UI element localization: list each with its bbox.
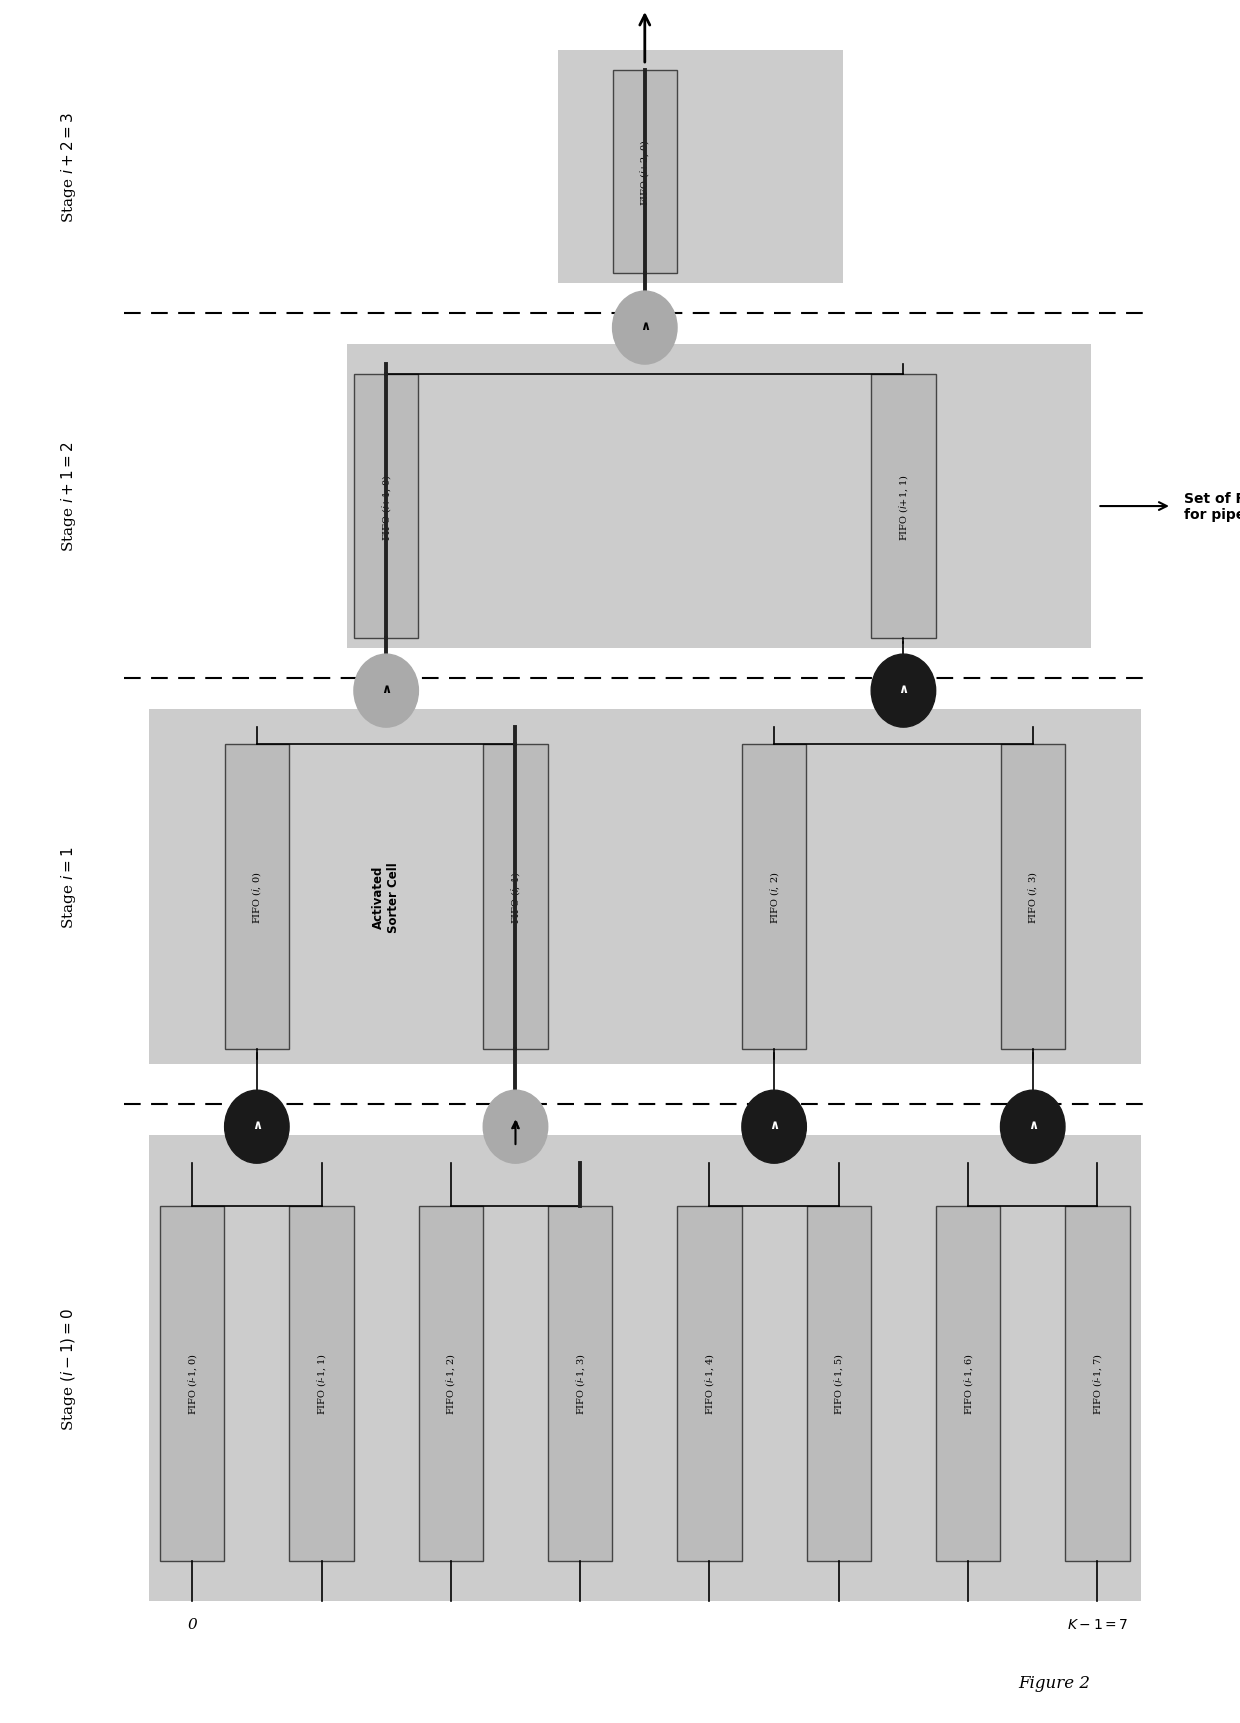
Bar: [1001, 744, 1065, 1049]
Bar: [677, 1206, 742, 1561]
Text: ∧: ∧: [381, 682, 392, 696]
Ellipse shape: [353, 655, 418, 727]
Ellipse shape: [742, 1091, 806, 1163]
Text: ∧: ∧: [252, 1118, 262, 1132]
Text: Activated
Sorter Cell: Activated Sorter Cell: [372, 862, 401, 932]
Ellipse shape: [872, 655, 936, 727]
Bar: [160, 1206, 224, 1561]
Ellipse shape: [224, 1091, 289, 1163]
Bar: [1065, 1206, 1130, 1561]
Text: Stage $(i-1) = 0$: Stage $(i-1) = 0$: [58, 1306, 78, 1430]
Text: FIFO ($i$-1, 7): FIFO ($i$-1, 7): [1091, 1353, 1104, 1415]
Text: FIFO ($i$, 2): FIFO ($i$, 2): [768, 870, 781, 924]
Bar: [613, 71, 677, 274]
Bar: [548, 1206, 613, 1561]
Ellipse shape: [1001, 1091, 1065, 1163]
Text: FIFO ($i$-1, 4): FIFO ($i$-1, 4): [703, 1353, 715, 1415]
Text: Set of FIFO buffers
for pipeline stage: Set of FIFO buffers for pipeline stage: [1184, 491, 1240, 522]
Bar: [419, 1206, 484, 1561]
Text: FIFO ($i$-1, 0): FIFO ($i$-1, 0): [186, 1353, 198, 1415]
Text: ∧: ∧: [769, 1118, 779, 1132]
Bar: [872, 376, 936, 639]
Bar: [149, 1135, 1141, 1601]
Text: FIFO ($i$+2, 0): FIFO ($i$+2, 0): [639, 140, 651, 205]
Bar: [289, 1206, 353, 1561]
Text: Stage $i+2 = 3$: Stage $i+2 = 3$: [58, 112, 78, 222]
Text: ∧: ∧: [511, 1118, 521, 1132]
Bar: [353, 376, 418, 639]
Bar: [806, 1206, 870, 1561]
Text: Stage $i = 1$: Stage $i = 1$: [58, 846, 78, 929]
Text: ∧: ∧: [898, 682, 909, 696]
Text: FIFO ($i$-1, 2): FIFO ($i$-1, 2): [444, 1353, 458, 1415]
Text: FIFO ($i$, 3): FIFO ($i$, 3): [1027, 870, 1039, 924]
Text: Figure 2: Figure 2: [1018, 1675, 1090, 1690]
Text: Stage $i+1 = 2$: Stage $i+1 = 2$: [58, 441, 78, 551]
Bar: [484, 744, 548, 1049]
Ellipse shape: [484, 1091, 548, 1163]
Text: ∧: ∧: [640, 320, 650, 333]
Ellipse shape: [613, 291, 677, 365]
Text: ∧: ∧: [1028, 1118, 1038, 1132]
Text: $K - 1 = 7$: $K - 1 = 7$: [1066, 1616, 1128, 1630]
Bar: [149, 710, 1141, 1065]
Text: 0: 0: [187, 1616, 197, 1630]
Text: FIFO ($i$-1, 3): FIFO ($i$-1, 3): [574, 1353, 587, 1415]
Text: FIFO ($i$-1, 5): FIFO ($i$-1, 5): [832, 1353, 846, 1415]
Bar: [742, 744, 806, 1049]
Bar: [558, 50, 843, 284]
Text: FIFO ($i$-1, 6): FIFO ($i$-1, 6): [961, 1353, 975, 1415]
Bar: [936, 1206, 1001, 1561]
Text: FIFO ($i$+1, 1): FIFO ($i$+1, 1): [897, 474, 910, 541]
Text: FIFO ($i$, 1): FIFO ($i$, 1): [508, 870, 522, 924]
Text: FIFO ($i$+1, 0): FIFO ($i$+1, 0): [379, 474, 393, 541]
Text: FIFO ($i$-1, 1): FIFO ($i$-1, 1): [315, 1353, 329, 1415]
Text: FIFO ($i$, 0): FIFO ($i$, 0): [250, 870, 263, 924]
Bar: [224, 744, 289, 1049]
Bar: [347, 345, 1091, 648]
